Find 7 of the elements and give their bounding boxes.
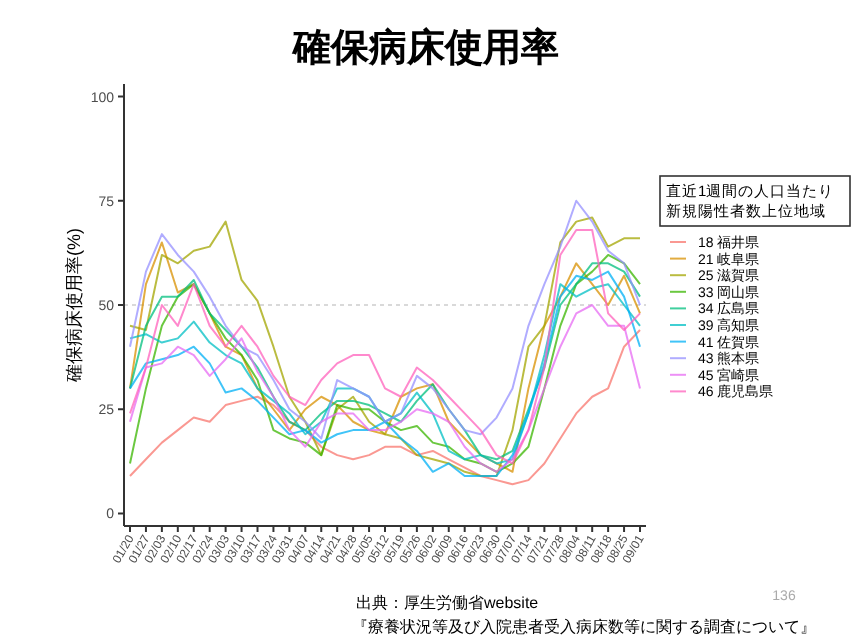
source-note: 出典：厚生労働省website — [356, 594, 540, 612]
y-axis-title: 確保病床使用率(%) — [64, 228, 84, 384]
text: 『療養状況等及び入院患者受入病床数等に関する調査について』 — [352, 618, 816, 636]
chart-title: 確保病床使用率 — [291, 26, 559, 70]
line-series — [129, 199, 641, 440]
line-series — [129, 304, 641, 473]
line-series — [129, 329, 641, 486]
